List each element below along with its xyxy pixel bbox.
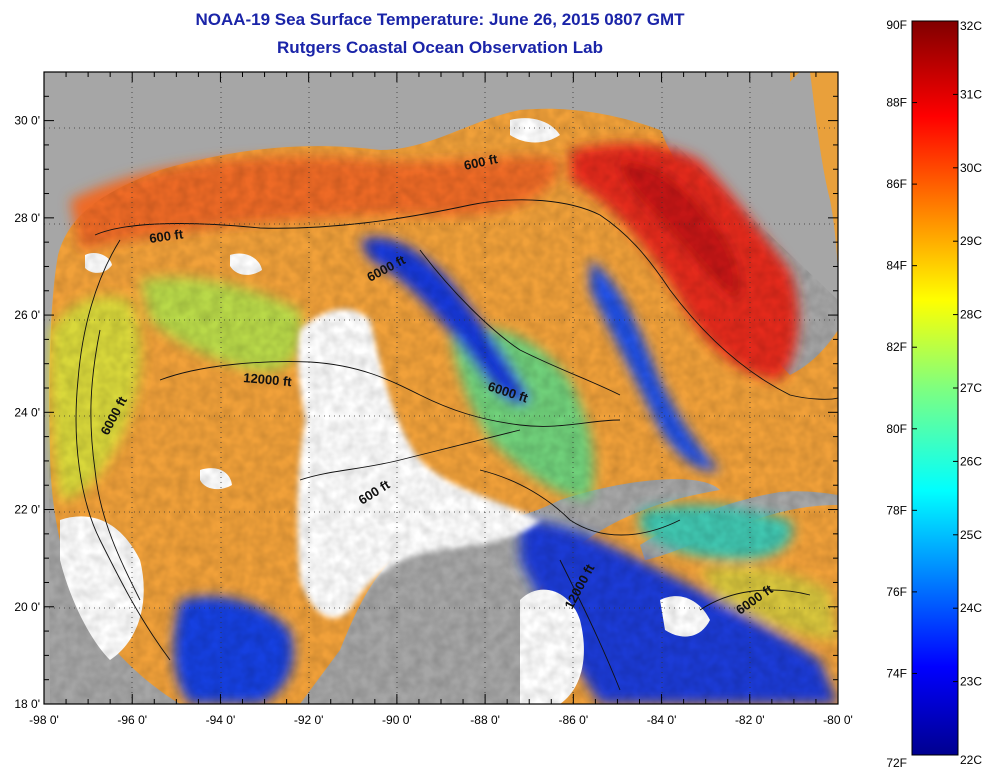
colorbar-label: 32C — [960, 19, 982, 33]
colorbar-label: 22C — [960, 753, 982, 767]
colorbar-label: 28C — [960, 308, 982, 322]
tick-label: -90 0' — [382, 713, 412, 727]
tick-label: -88 0' — [470, 713, 500, 727]
tick-label: -98 0' — [29, 713, 59, 727]
colorbar-label: 74F — [886, 666, 907, 680]
tick-label: -82 0' — [735, 713, 765, 727]
colorbar-label: 27C — [960, 381, 982, 395]
colorbar-label: 26C — [960, 454, 982, 468]
colorbar-label: 23C — [960, 675, 982, 689]
contour-label: 600 ft — [148, 226, 184, 246]
tick-label: 20 0' — [14, 600, 40, 614]
tick-label: 22 0' — [14, 503, 40, 517]
colorbar-label: 72F — [886, 756, 907, 770]
colorbar-label: 80F — [886, 422, 907, 436]
tick-label: -80 0' — [823, 713, 853, 727]
tick-label: -96 0' — [117, 713, 147, 727]
map-title: NOAA-19 Sea Surface Temperature: June 26… — [195, 10, 685, 29]
colorbar-label: 24C — [960, 601, 982, 615]
axis-ticks: -98 0' -96 0' -94 0' -92 0' -90 0' -88 0' -86 … — [14, 71, 853, 727]
colorbar-label: 29C — [960, 234, 982, 248]
colorbar-label: 31C — [960, 87, 982, 101]
colorbar-label: 78F — [886, 503, 907, 517]
contour-label: 600 ft — [463, 151, 500, 173]
tick-label: 30 0' — [14, 114, 40, 128]
colorbar-label: 30C — [960, 161, 982, 175]
colorbar-label: 25C — [960, 528, 982, 542]
colorbar-ticks: 32C 31C 30C 29C 28C 27C 26C 25C 24C 23C 22C 90F 88F 8… — [886, 18, 982, 770]
graticule — [44, 72, 838, 704]
colorbar-label: 76F — [886, 585, 907, 599]
map-field — [44, 72, 838, 704]
tick-label: 26 0' — [14, 308, 40, 322]
tick-label: 24 0' — [14, 405, 40, 419]
tick-label: -86 0' — [559, 713, 589, 727]
tick-label: -84 0' — [647, 713, 677, 727]
colorbar-label: 88F — [886, 96, 907, 110]
colorbar-label: 90F — [886, 18, 907, 32]
colorbar-gradient — [911, 20, 959, 756]
bathymetry-contours — [75, 199, 838, 691]
tick-label: 18 0' — [14, 697, 40, 711]
colorbar-label: 82F — [886, 340, 907, 354]
tick-label: -94 0' — [206, 713, 236, 727]
colorbar-label: 86F — [886, 177, 907, 191]
map-subtitle: Rutgers Coastal Ocean Observation Lab — [277, 38, 603, 57]
contour-label: 12000 ft — [243, 370, 293, 389]
colorbar-label: 84F — [886, 259, 907, 273]
colorbar: 32C 31C 30C 29C 28C 27C 26C 25C 24C 23C 22C 90F 88F 8… — [886, 18, 982, 770]
tick-label: 28 0' — [14, 211, 40, 225]
tick-label: -92 0' — [294, 713, 324, 727]
